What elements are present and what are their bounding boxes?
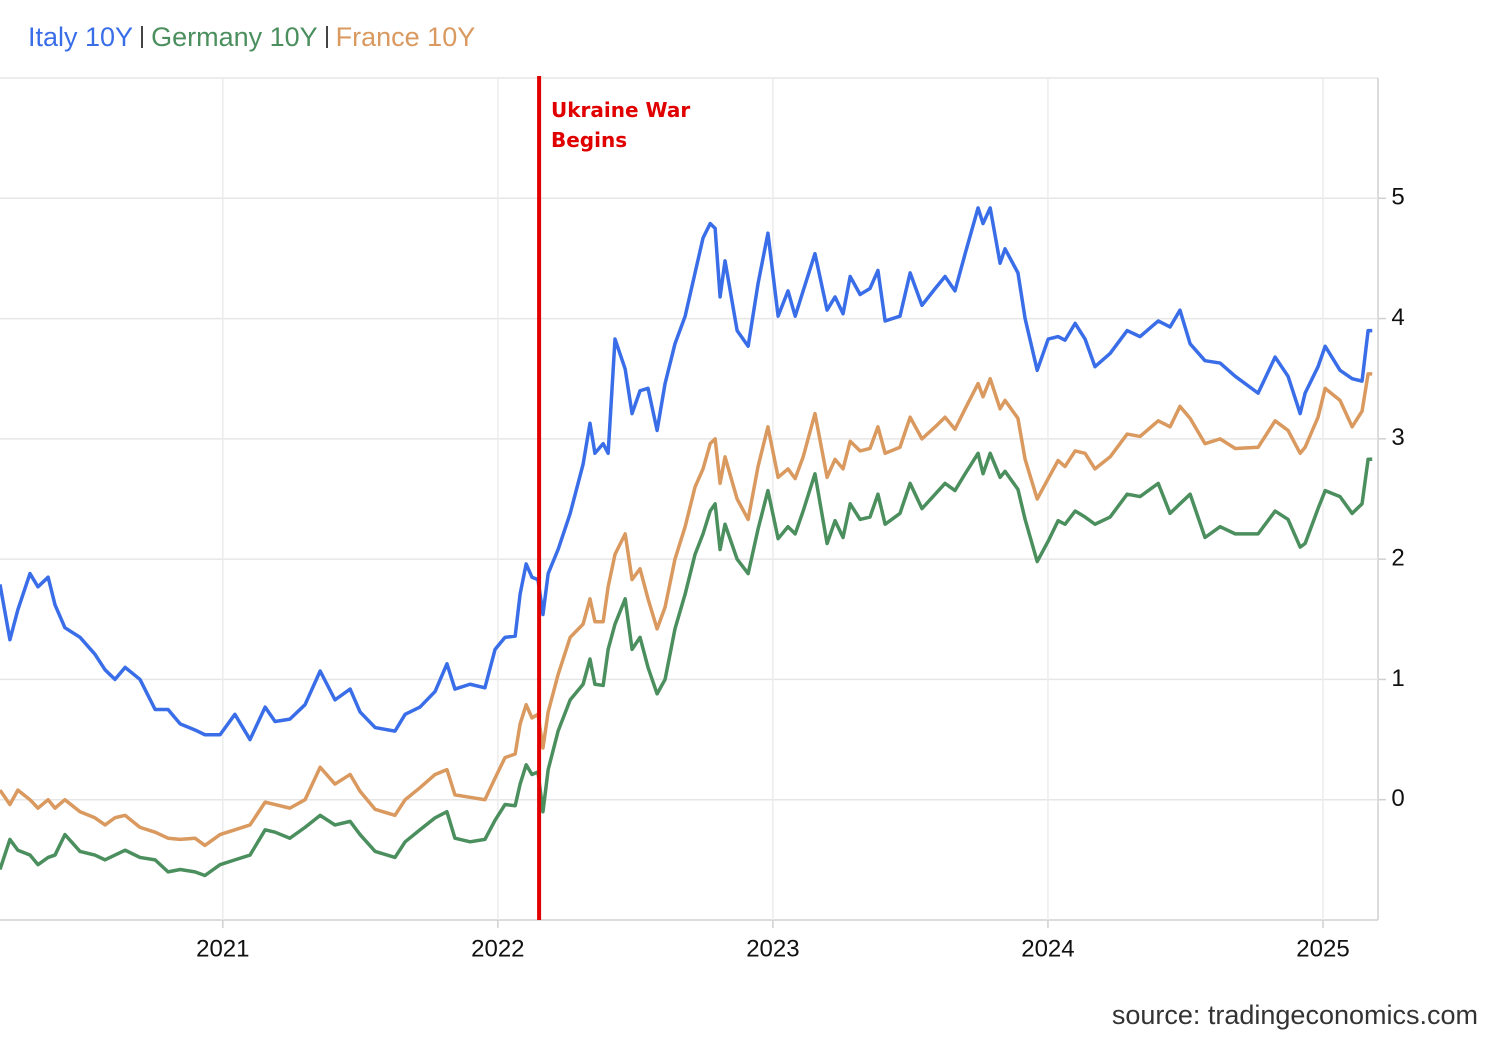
x-tick-label: 2024 [1021, 935, 1074, 962]
series-line [0, 451, 1373, 878]
legend-separator [325, 26, 328, 48]
source: source: tradingeconomics.com [1111, 1000, 1478, 1030]
x-tick-label: 2025 [1296, 935, 1349, 962]
x-tick-label: 2021 [196, 935, 249, 962]
y-tick-label: 0 [1391, 785, 1404, 812]
y-tick-label: 4 [1391, 304, 1404, 331]
y-tick-label: 2 [1391, 544, 1404, 571]
y-tick-label: 1 [1391, 665, 1404, 692]
legend-separator [141, 26, 144, 48]
x-tick-label: 2023 [746, 935, 799, 962]
legend-entry: Italy 10Y [28, 22, 134, 52]
x-tick-label: 2022 [471, 935, 524, 962]
legend-entry: France 10Y [335, 22, 476, 52]
series-line [0, 372, 1373, 848]
legend-entry: Germany 10Y [151, 22, 318, 52]
y-tick-label: 3 [1391, 424, 1404, 451]
annotation: Ukraine War Begins [551, 98, 691, 152]
y-tick-label: 5 [1391, 184, 1404, 211]
legend: Italy 10Y Germany 10Y France 10Y [28, 22, 475, 53]
series-line [0, 206, 1373, 742]
